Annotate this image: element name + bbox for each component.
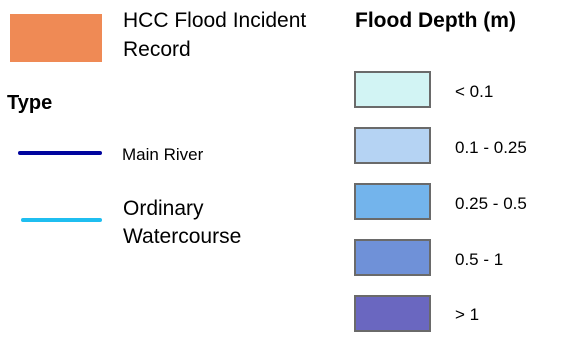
flood-incident-label: HCC Flood Incident Record (123, 9, 307, 61)
depth-label-0-1-to-0-25: 0.1 - 0.25 (455, 138, 527, 157)
depth-swatch-0-5-to-1 (354, 239, 431, 276)
depth-label-gt-1: > 1 (455, 305, 480, 324)
main-river-line-symbol (18, 151, 102, 155)
ordinary-watercourse-line-symbol (21, 218, 102, 222)
depth-swatch-gt-1 (354, 295, 431, 332)
type-legend-heading: Type (7, 92, 53, 114)
depth-swatch-0-1-to-0-25 (354, 127, 431, 164)
depth-label-lt-0-1: < 0.1 (455, 82, 494, 101)
depth-swatch-0-25-to-0-5 (354, 183, 431, 220)
flood-depth-legend-heading: Flood Depth (m) (355, 9, 516, 32)
flood-incident-swatch (10, 14, 102, 62)
depth-swatch-lt-0-1 (354, 71, 431, 108)
depth-label-0-5-to-1: 0.5 - 1 (455, 250, 504, 269)
depth-label-0-25-to-0-5: 0.25 - 0.5 (455, 194, 527, 213)
ordinary-watercourse-label: Ordinary Watercourse (123, 197, 242, 248)
main-river-label: Main River (122, 145, 204, 164)
